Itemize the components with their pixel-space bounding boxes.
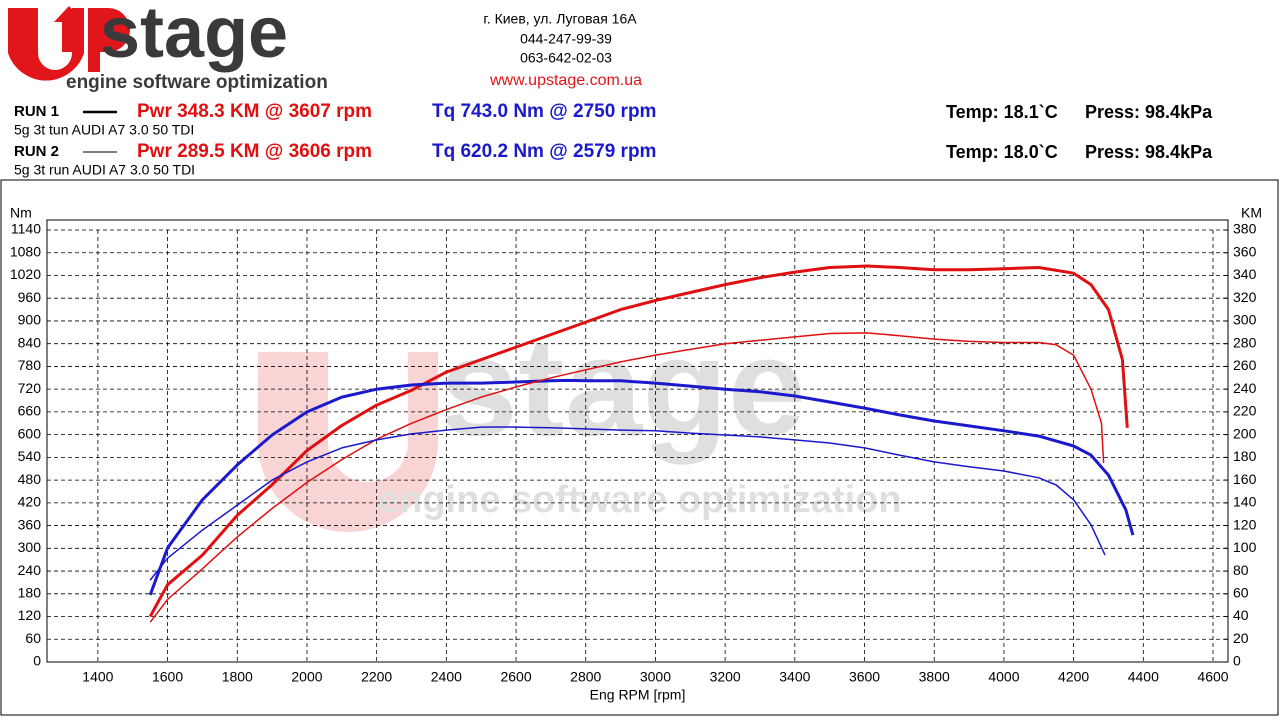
y-tick-label: 900	[18, 312, 42, 328]
y2-tick-label: 120	[1233, 516, 1257, 532]
x-tick-label: 4600	[1197, 669, 1228, 685]
x-tick-label: 2200	[361, 669, 392, 685]
website: www.upstage.com.ua	[489, 72, 642, 89]
y-tick-label: 480	[18, 471, 42, 487]
chart: 0601201802403003604204805406006607207808…	[10, 205, 1262, 703]
y2-tick-label: 360	[1233, 243, 1257, 259]
y2-tick-label: 20	[1233, 630, 1249, 646]
series-line	[148, 378, 1135, 596]
x-tick-label: 2800	[570, 669, 601, 685]
y-tick-label: 600	[18, 425, 42, 441]
y2-tick-label: 380	[1233, 221, 1257, 237]
watermark: stage engine software optimization	[258, 308, 902, 532]
run-temp: Temp: 18.1`C	[946, 102, 1058, 122]
y2-tick-label: 80	[1233, 562, 1249, 578]
logo-tagline: engine software optimization	[66, 72, 328, 93]
x-tick-label: 3400	[779, 669, 810, 685]
x-tick-label: 3800	[919, 669, 950, 685]
phone: 063-642-02-03	[520, 50, 612, 66]
y2-tick-label: 180	[1233, 448, 1257, 464]
y-tick-label: 960	[18, 289, 42, 305]
run-description: 5g 3t tun AUDI A7 3.0 50 TDI	[14, 122, 194, 138]
run-press: Press: 98.4kPa	[1085, 102, 1213, 122]
y-tick-label: 720	[18, 380, 42, 396]
y-tick-label: 1020	[10, 266, 41, 282]
run-label: RUN 2	[14, 143, 59, 160]
y-tick-label: 1080	[10, 243, 41, 259]
y-tick-label: 180	[18, 584, 42, 600]
x-tick-label: 1800	[222, 669, 253, 685]
plot-area	[46, 219, 1229, 663]
series-line	[149, 332, 1105, 623]
x-tick-label: 4200	[1058, 669, 1089, 685]
y2-tick-label: 40	[1233, 607, 1249, 623]
series-line	[148, 264, 1129, 618]
run-description: 5g 3t run AUDI A7 3.0 50 TDI	[14, 162, 195, 178]
y2-tick-label: 240	[1233, 380, 1257, 396]
y-tick-label: 360	[18, 516, 42, 532]
x-tick-label: 1600	[152, 669, 183, 685]
run-info: RUN 1 Pwr 348.3 KM @ 3607 rpm Tq 743.0 N…	[14, 101, 1213, 162]
y2-tick-label: 60	[1233, 584, 1249, 600]
y-tick-label: 240	[18, 562, 42, 578]
logo: stage engine software optimization	[8, 0, 328, 93]
series-line	[149, 426, 1106, 581]
y2-tick-label: 0	[1233, 653, 1241, 669]
y2-tick-label: 300	[1233, 312, 1257, 328]
x-tick-label: 2400	[431, 669, 462, 685]
run-power: Pwr 289.5 KM @ 3606 rpm	[137, 141, 372, 162]
y-tick-label: 300	[18, 539, 42, 555]
logo-text: stage	[100, 0, 288, 73]
run-power: Pwr 348.3 KM @ 3607 rpm	[137, 101, 372, 122]
y-tick-label: 840	[18, 334, 42, 350]
x-tick-label: 2000	[291, 669, 322, 685]
x-tick-label: 4000	[988, 669, 1019, 685]
run-torque: Tq 743.0 Nm @ 2750 rpm	[432, 101, 656, 122]
y-tick-label: 60	[25, 630, 41, 646]
watermark-tagline: engine software optimization	[378, 479, 902, 521]
x-axis-label: Eng RPM [rpm]	[590, 687, 686, 703]
x-tick-label: 3000	[640, 669, 671, 685]
x-tick-label: 1400	[82, 669, 113, 685]
y-axis-label: Nm	[10, 205, 32, 221]
y2-tick-label: 140	[1233, 494, 1257, 510]
run-torque: Tq 620.2 Nm @ 2579 rpm	[432, 141, 656, 162]
y-tick-label: 120	[18, 607, 42, 623]
x-tick-label: 2600	[500, 669, 531, 685]
y2-axis-label: KM	[1241, 205, 1262, 221]
x-tick-label: 4400	[1128, 669, 1159, 685]
y2-tick-label: 320	[1233, 289, 1257, 305]
y-tick-label: 780	[18, 357, 42, 373]
y2-tick-label: 220	[1233, 403, 1257, 419]
run-label: RUN 1	[14, 103, 59, 120]
y2-tick-label: 160	[1233, 471, 1257, 487]
y2-tick-label: 200	[1233, 425, 1257, 441]
y2-tick-label: 100	[1233, 539, 1257, 555]
run-press: Press: 98.4kPa	[1085, 142, 1213, 162]
y-tick-label: 0	[33, 653, 41, 669]
watermark-text: stage	[440, 308, 806, 465]
run-temp: Temp: 18.0`C	[946, 142, 1058, 162]
y-tick-label: 1140	[11, 221, 41, 237]
y-tick-label: 540	[18, 448, 42, 464]
x-tick-label: 3200	[710, 669, 741, 685]
y2-tick-label: 280	[1233, 334, 1257, 350]
address: г. Киев, ул. Луговая 16А	[483, 11, 637, 27]
y-tick-label: 660	[18, 403, 42, 419]
y-tick-label: 420	[18, 494, 42, 510]
y2-tick-label: 260	[1233, 357, 1257, 373]
phone: 044-247-99-39	[520, 31, 612, 47]
y2-tick-label: 340	[1233, 266, 1257, 282]
x-tick-label: 3600	[849, 669, 880, 685]
chart-frame	[0, 179, 1279, 716]
